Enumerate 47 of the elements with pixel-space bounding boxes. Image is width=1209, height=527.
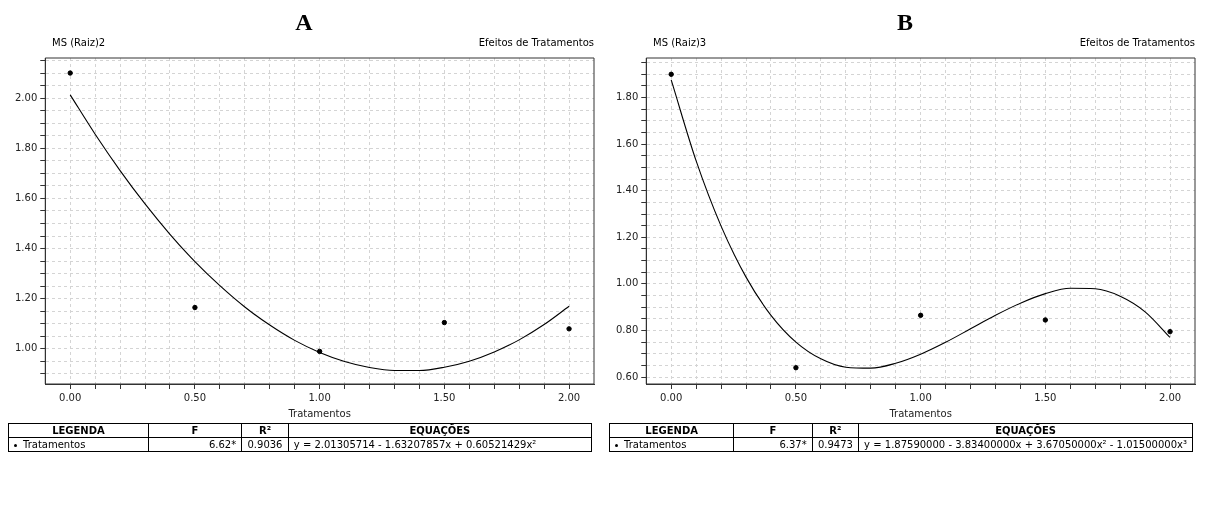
x-tick-label: 1.00 <box>308 391 331 403</box>
y-tick-label: 1.80 <box>616 91 639 103</box>
y-tick-label: 1.00 <box>15 342 38 354</box>
text: EQUAÇÕES <box>858 423 1193 438</box>
chart-title: A <box>294 8 314 36</box>
text: LEGENDA <box>609 423 734 438</box>
y-tick-label: 2.00 <box>15 91 38 103</box>
y-tick-label: 1.80 <box>15 141 38 153</box>
x-tick-label: 0.00 <box>660 391 683 403</box>
text: EQUAÇÕES <box>288 423 592 438</box>
y-tick-label: 1.00 <box>616 277 639 289</box>
chart-subtitle: Efeitos de Tratamentos <box>1079 36 1195 49</box>
text: LEGENDA <box>8 423 149 438</box>
y-axis-title: MS (Raiz)2 <box>52 36 106 49</box>
x-tick-label: 0.00 <box>59 391 82 403</box>
x-axis-title: Tratamentos <box>888 407 952 419</box>
chart-subtitle: Efeitos de Tratamentos <box>478 36 594 49</box>
x-tick-label: 0.50 <box>784 391 808 403</box>
x-tick-label: 1.00 <box>909 391 932 403</box>
text: R² <box>812 423 859 438</box>
y-tick-label: 0.80 <box>616 324 639 336</box>
y-tick-label: 0.60 <box>616 370 639 382</box>
x-tick-label: 1.50 <box>433 391 456 403</box>
y-tick-label: 1.60 <box>616 137 639 149</box>
text: 6.37* <box>733 437 813 452</box>
text: F <box>733 423 813 438</box>
x-tick-label: 0.50 <box>183 391 207 403</box>
text: y = 2.01305714 - 1.63207857x + 0.60521429x² <box>288 437 592 452</box>
text: R² <box>241 423 289 438</box>
y-tick-label: 1.20 <box>616 230 639 242</box>
text: 6.62* <box>148 437 242 452</box>
text: y = 1.87590000 - 3.83400000x + 3.67050000x² - 1.01500000x³ <box>858 437 1193 452</box>
y-axis-title: MS (Raiz)3 <box>653 36 707 49</box>
text: F <box>148 423 242 438</box>
text: 0.9473 <box>812 437 859 452</box>
legend-label: Tratamentos <box>23 439 86 450</box>
y-tick-label: 1.20 <box>15 292 38 304</box>
x-axis-title: Tratamentos <box>287 407 351 419</box>
text: 0.9036 <box>241 437 289 452</box>
y-tick-label: 1.40 <box>15 242 38 254</box>
x-tick-label: 1.50 <box>1034 391 1057 403</box>
y-tick-label: 1.60 <box>15 192 38 204</box>
x-tick-label: 2.00 <box>1158 391 1182 403</box>
x-tick-label: 2.00 <box>557 391 581 403</box>
chart-title: B <box>896 8 914 36</box>
y-tick-label: 1.40 <box>616 184 639 196</box>
legend-label: Tratamentos <box>624 439 687 450</box>
